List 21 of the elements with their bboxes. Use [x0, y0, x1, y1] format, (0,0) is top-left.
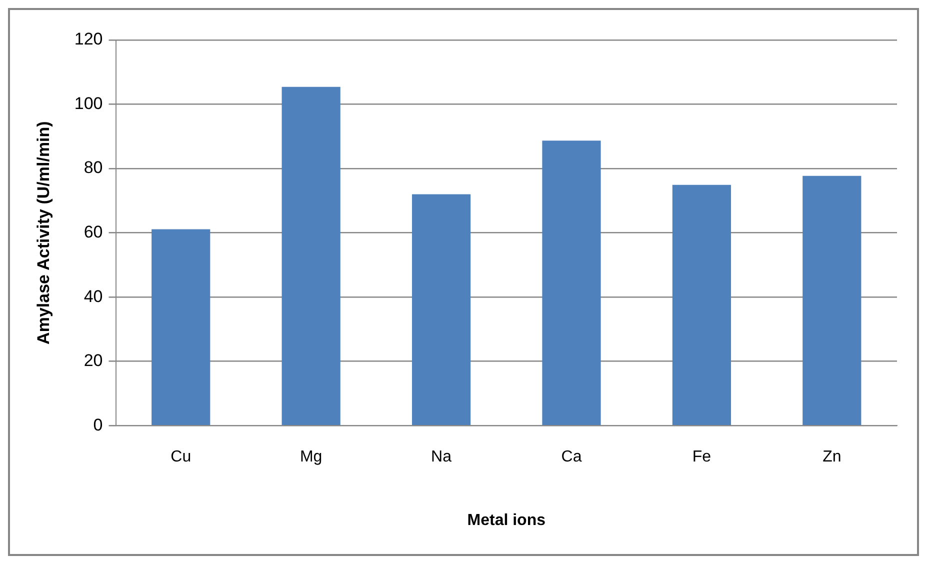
x-tick-label: Ca [561, 448, 582, 466]
y-tick-label: 60 [84, 222, 103, 242]
bar [542, 140, 601, 425]
y-tick-label: 20 [84, 351, 103, 370]
bar [412, 194, 471, 425]
y-tick-label: 120 [74, 30, 103, 49]
x-axis-title: Metal ions [467, 512, 546, 529]
y-axis-title: Amylase Activity (U/ml/min) [34, 121, 53, 344]
bar [672, 184, 731, 425]
y-tick-label: 80 [84, 158, 103, 178]
y-tick-label: 100 [74, 94, 103, 113]
bar [282, 86, 340, 425]
x-tick-label: Cu [170, 448, 192, 466]
y-tick-label: 40 [84, 286, 103, 306]
x-tick-label: Zn [822, 448, 842, 466]
y-tick-label: 0 [93, 415, 103, 434]
bar [802, 176, 862, 425]
x-tick-label: Fe [692, 448, 712, 466]
x-tick-label: Na [431, 448, 452, 466]
x-tick-label: Mg [300, 448, 322, 466]
bar [152, 229, 210, 425]
